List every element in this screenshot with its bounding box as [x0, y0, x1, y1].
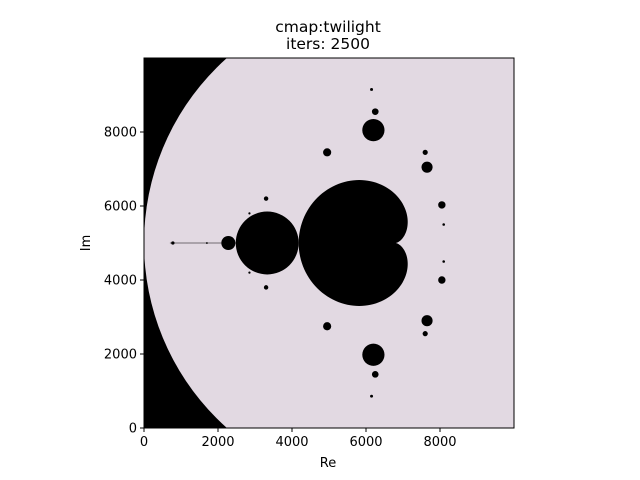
satellite-bulb: [362, 119, 385, 142]
x-tick-label: 0: [140, 435, 148, 450]
satellite-bulb: [422, 331, 428, 337]
satellite-bulb: [263, 196, 269, 201]
satellite-bulb: [371, 371, 379, 378]
y-tick-label: 0: [129, 422, 137, 437]
minibrot-speck: [442, 260, 445, 263]
y-tick-label: 2000: [104, 348, 137, 363]
y-tick-label: 6000: [104, 200, 137, 215]
x-tick-label: 6000: [349, 435, 382, 450]
satellite-bulb: [371, 108, 379, 115]
x-tick-label: 4000: [275, 435, 308, 450]
x-axis: 0 2000 4000 6000 8000: [140, 428, 457, 450]
satellite-bulb: [323, 322, 332, 331]
minibrot-speck: [248, 271, 251, 274]
satellite-bulb: [421, 315, 433, 327]
minibrot-speck: [171, 241, 175, 245]
y-axis: 0 2000 4000 6000 8000: [104, 126, 144, 437]
minibrot-speck: [370, 394, 374, 398]
minibrot-speck: [248, 212, 251, 215]
minibrot-speck: [205, 242, 208, 244]
satellite-bulb: [323, 148, 332, 157]
chart-title: cmap:twilight: [275, 18, 381, 36]
satellite-bulb: [438, 201, 446, 209]
y-tick-label: 4000: [104, 274, 137, 289]
main-cardioid: [298, 180, 408, 306]
satellite-bulb: [362, 343, 385, 366]
y-axis-label: Im: [79, 235, 94, 252]
satellite-bulb: [221, 235, 236, 251]
satellite-bulb: [263, 285, 269, 290]
satellite-bulb: [422, 149, 428, 155]
chart-subtitle: iters: 2500: [286, 35, 370, 53]
plot-area: [144, 58, 514, 428]
minibrot-speck: [442, 223, 445, 226]
satellite-bulb: [421, 161, 433, 173]
x-axis-label: Re: [320, 456, 336, 471]
x-tick-label: 8000: [423, 435, 456, 450]
satellite-bulb: [438, 276, 446, 284]
plot-frame: [143, 57, 515, 429]
y-tick-label: 8000: [104, 126, 137, 141]
minibrot-speck: [370, 87, 374, 91]
x-tick-label: 2000: [201, 435, 234, 450]
